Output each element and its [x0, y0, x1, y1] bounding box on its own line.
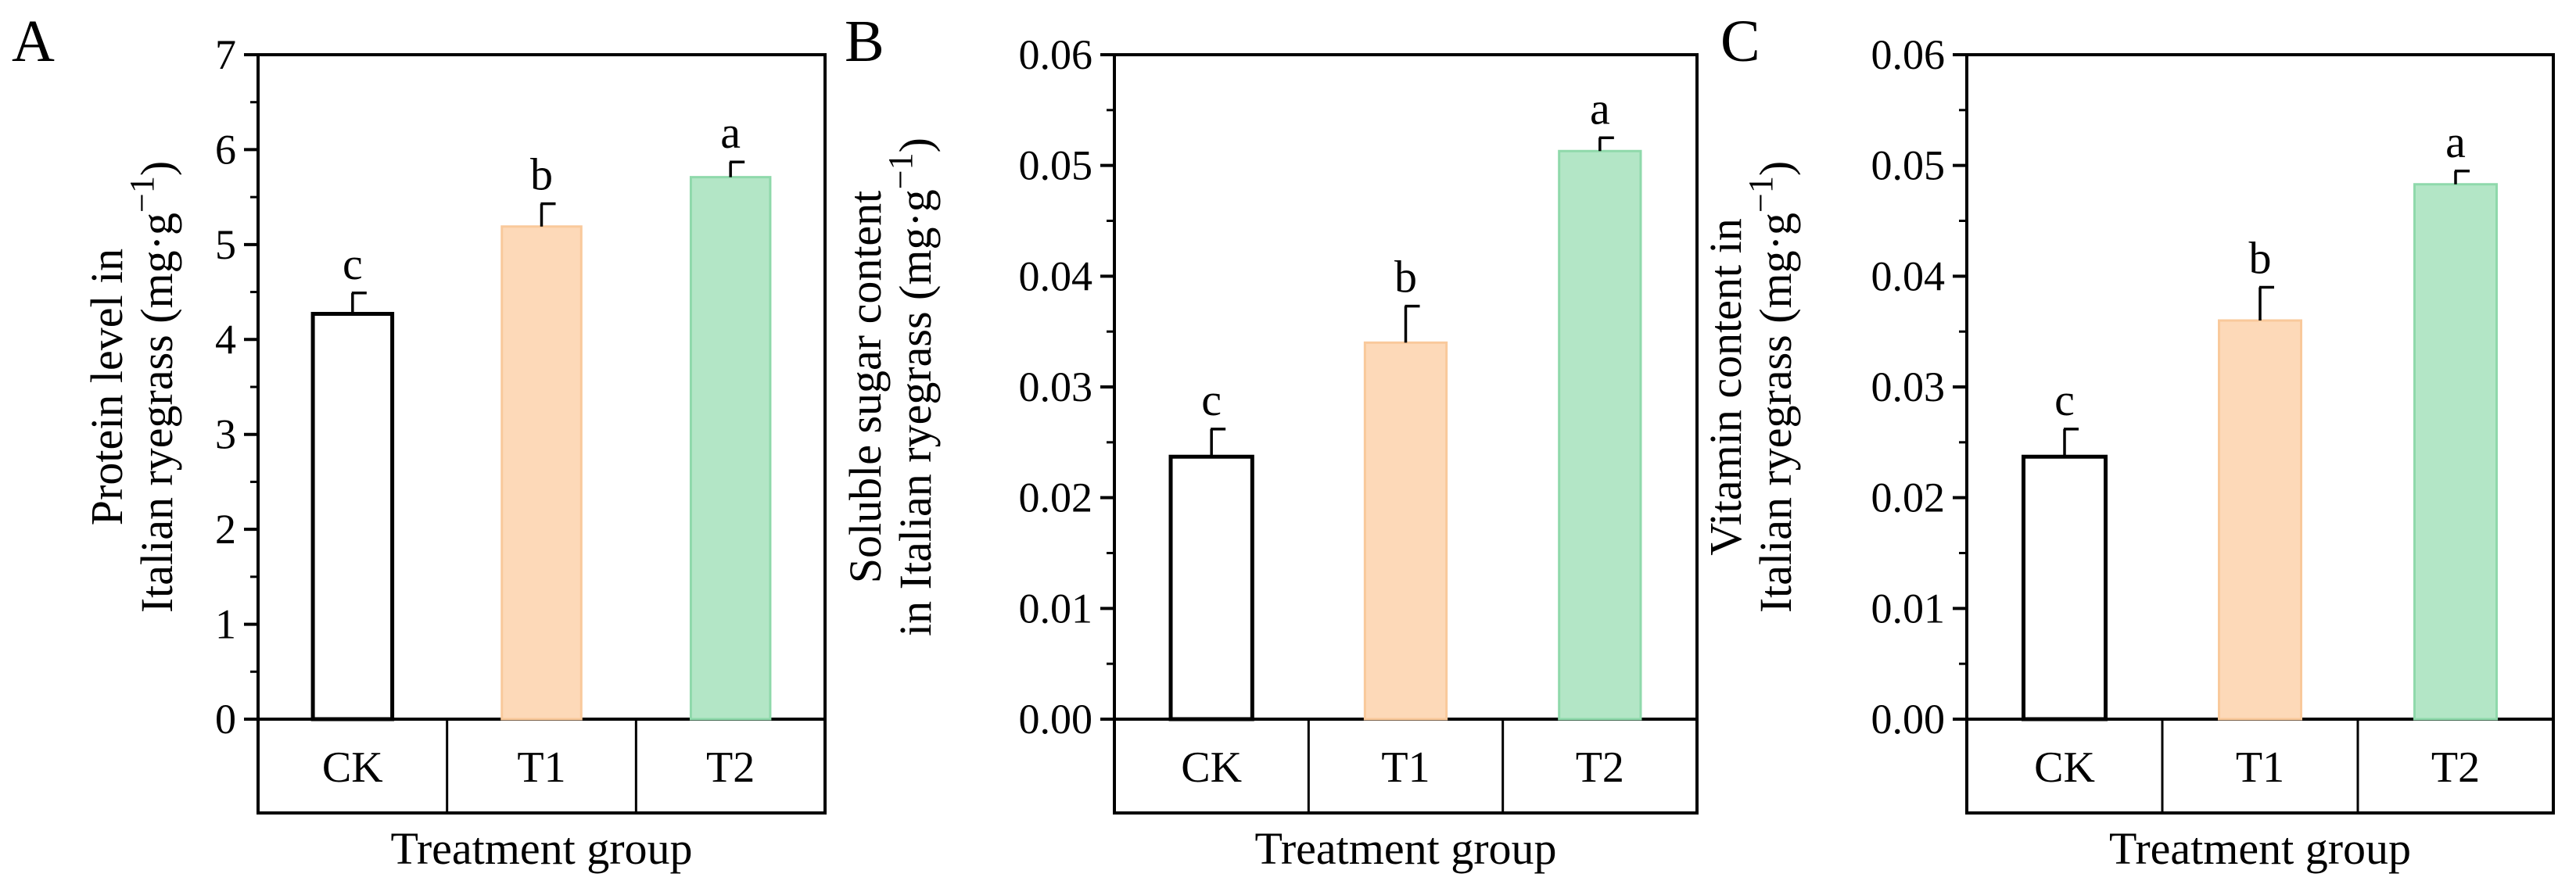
category-label-t2: T2	[1576, 743, 1624, 792]
y-axis-title-line-1: Soluble sugar content	[840, 191, 891, 584]
significance-letter-t2: a	[1590, 83, 1610, 134]
y-tick-label: 6	[215, 126, 236, 173]
y-axis-title-line-2: Italian ryegrass (mg·g	[131, 213, 182, 613]
significance-letter-ck: c	[1201, 374, 1222, 425]
y-tick-label: 0.05	[1871, 142, 1946, 189]
y-tick-label: 0.01	[1871, 585, 1946, 632]
y-tick-label: 5	[215, 221, 236, 268]
category-label-ck: CK	[2034, 743, 2095, 792]
y-axis-title-line-2: Italian ryegrass (mg·g	[1750, 213, 1801, 613]
significance-letter-t1: b	[1394, 252, 1417, 303]
x-axis-title: Treatment group	[2109, 823, 2411, 874]
y-axis-title-close: )	[890, 138, 941, 152]
y-axis-title-close: )	[1750, 161, 1801, 176]
bar-ck	[2022, 454, 2108, 722]
significance-letter-t2: a	[720, 107, 741, 158]
y-tick-label: 0.06	[1871, 31, 1946, 78]
panel-letter: A	[12, 9, 55, 74]
chart-panel-a: A 0 1 2 3 4 5 6 7 c CK b T1 a T2 Treatment group Protein…	[12, 9, 827, 874]
y-tick-label: 0.04	[1871, 252, 1946, 299]
y-tick-label: 0.02	[1871, 474, 1946, 521]
y-tick-label: 3	[215, 411, 236, 458]
significance-letter-ck: c	[343, 238, 363, 289]
y-axis-title-line-2: in Italian ryegrass (mg·g	[890, 189, 941, 636]
x-axis-title: Treatment group	[1254, 823, 1556, 874]
category-label-t1: T1	[517, 743, 565, 792]
y-tick-label: 0.05	[1019, 142, 1093, 189]
chart-panel-c: C 0.00 0.01 0.02 0.03 0.04 0.05 0.06 c CK b T1 a T2 Tr…	[1700, 9, 2555, 874]
y-tick-label: 0.04	[1019, 252, 1093, 299]
y-axis-title-line-1: Vitamin content in	[1700, 218, 1751, 555]
y-tick-label: 0.03	[1019, 363, 1093, 410]
panel-letter: C	[1720, 9, 1760, 74]
bar-t2	[1558, 149, 1642, 721]
bar-t1	[1363, 341, 1448, 721]
significance-letter-t1: b	[530, 149, 553, 200]
bar-t1	[2218, 319, 2302, 721]
y-tick-label: 4	[215, 316, 236, 363]
panel-letter: B	[845, 9, 884, 74]
y-tick-label: 7	[215, 31, 236, 78]
bar-ck	[1168, 454, 1254, 722]
significance-letter-t2: a	[2445, 116, 2466, 167]
y-axis-title-superscript: −1	[881, 152, 920, 189]
significance-letter-ck: c	[2054, 374, 2075, 425]
significance-letter-t1: b	[2249, 233, 2272, 284]
category-label-t1: T1	[1381, 743, 1430, 792]
y-axis-title: Soluble sugar contentin Italian ryegrass…	[840, 138, 941, 636]
y-axis-title: Protein level inItalian ryegrass (mg·g−1…	[81, 161, 182, 613]
bar-t1	[500, 225, 583, 721]
y-tick-label: 0.00	[1871, 696, 1946, 743]
category-label-ck: CK	[1181, 743, 1242, 792]
y-axis-title-close: )	[131, 161, 182, 176]
y-tick-label: 2	[215, 506, 236, 553]
category-label-t2: T2	[2431, 743, 2480, 792]
y-axis-title-superscript: −1	[1742, 176, 1780, 213]
bar-t2	[689, 176, 772, 721]
y-tick-label: 0.00	[1019, 696, 1093, 743]
y-tick-label: 0.06	[1019, 31, 1093, 78]
y-axis-title: Vitamin content inItalian ryegrass (mg·g…	[1700, 161, 1801, 613]
y-tick-label: 0	[215, 696, 236, 743]
y-axis-title-line-1: Protein level in	[81, 249, 132, 525]
chart-panel-b: B 0.00 0.01 0.02 0.03 0.04 0.05 0.06 c CK b T1 a T2 Tr…	[840, 9, 1699, 874]
y-tick-label: 1	[215, 601, 236, 648]
category-label-t1: T1	[2236, 743, 2284, 792]
bar-t2	[2413, 183, 2498, 721]
bar-ck	[310, 312, 395, 722]
x-axis-title: Treatment group	[390, 823, 692, 874]
y-tick-label: 0.03	[1871, 363, 1946, 410]
y-tick-label: 0.02	[1019, 474, 1093, 521]
category-label-ck: CK	[322, 743, 383, 792]
y-axis-title-superscript: −1	[123, 176, 161, 213]
y-tick-label: 0.01	[1019, 585, 1093, 632]
category-label-t2: T2	[706, 743, 755, 792]
